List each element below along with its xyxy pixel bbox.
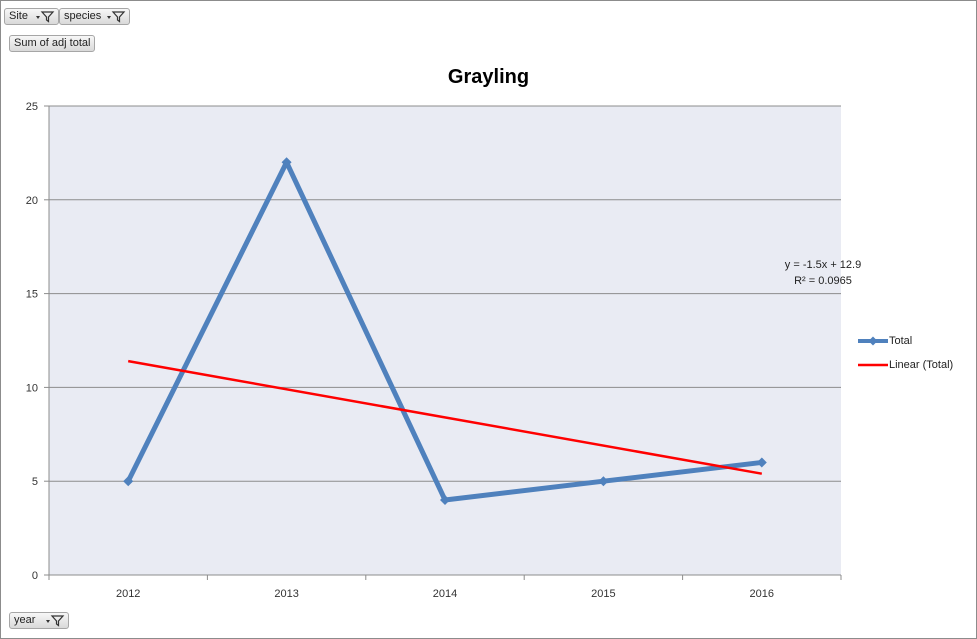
y-tick-label: 5 — [32, 476, 38, 488]
axis-field-button[interactable]: year — [9, 612, 69, 629]
y-tick-label: 15 — [26, 289, 38, 301]
y-tick-label: 20 — [26, 195, 38, 207]
axis-field-label: year — [14, 614, 36, 626]
y-tick-label: 25 — [26, 101, 38, 113]
x-tick-label: 2016 — [750, 588, 774, 600]
x-tick-label: 2015 — [591, 588, 615, 600]
chart-title: Grayling — [447, 66, 530, 88]
data-point-marker — [281, 157, 292, 168]
data-point-marker — [598, 476, 609, 487]
x-tick-label: 2012 — [116, 588, 140, 600]
x-tick-label: 2014 — [433, 588, 457, 600]
trendline-equation: y = -1.5x + 12.9 — [785, 259, 861, 271]
trendline-linear — [127, 359, 763, 475]
legend-line-marker-icon — [858, 336, 888, 346]
legend-label-total: Total — [889, 335, 913, 347]
filter-dropdown-icon — [107, 11, 126, 23]
site-filter-label: Site — [9, 10, 28, 22]
filter-dropdown-icon — [36, 11, 55, 23]
filter-dropdown-icon — [46, 615, 65, 627]
legend-line-icon — [858, 363, 888, 367]
legend-label-trendline: Linear (Total) — [889, 359, 954, 371]
species-filter-label: species — [64, 10, 102, 22]
y-tick-label: 10 — [26, 382, 38, 394]
value-field-button[interactable]: Sum of adj total — [9, 35, 95, 52]
site-filter-button[interactable]: Site — [4, 8, 59, 25]
data-point-marker — [123, 476, 134, 487]
data-point-marker — [756, 457, 767, 468]
species-filter-button[interactable]: species — [59, 8, 130, 25]
x-tick-label: 2013 — [274, 588, 298, 600]
y-tick-label: 0 — [32, 570, 38, 582]
trendline-r-squared: R² = 0.0965 — [794, 275, 852, 287]
data-point-marker — [440, 494, 450, 505]
value-field-label: Sum of adj total — [14, 37, 91, 49]
